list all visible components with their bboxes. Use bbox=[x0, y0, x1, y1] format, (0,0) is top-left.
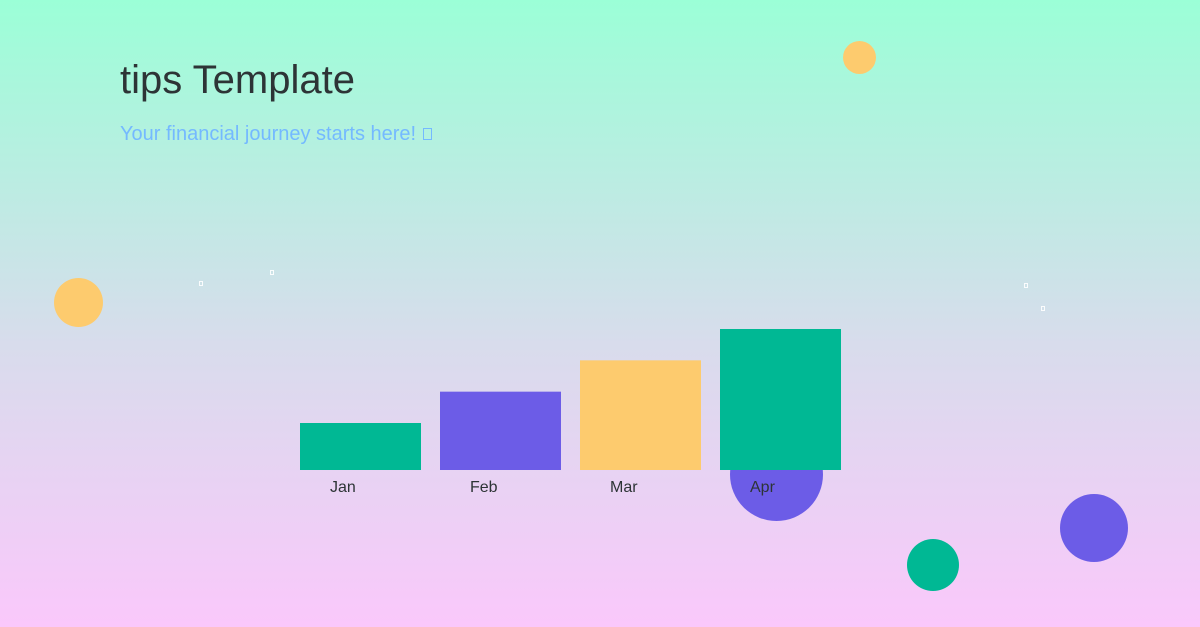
decorative-bubble-yellow-small bbox=[843, 41, 876, 74]
subtitle-text: Your financial journey starts here! bbox=[120, 123, 417, 145]
decorative-bubble-yellow-left bbox=[54, 278, 103, 327]
page-subtitle: Your financial journey starts here! bbox=[120, 122, 433, 146]
sparkle-icon bbox=[199, 281, 203, 286]
sparkle-icon bbox=[1024, 283, 1028, 288]
bar-feb bbox=[440, 391, 561, 470]
bar-apr bbox=[720, 329, 841, 470]
x-tick-label: Mar bbox=[610, 479, 638, 496]
square-glyph-icon bbox=[423, 128, 433, 140]
sparkle-icon bbox=[1041, 306, 1045, 311]
decorative-bubble-teal bbox=[907, 539, 959, 591]
x-tick-label: Jan bbox=[330, 479, 356, 496]
page-title: tips Template bbox=[120, 58, 355, 102]
bar-mar bbox=[580, 360, 701, 470]
decorative-bubble-purple-right bbox=[1060, 494, 1128, 562]
bar-jan bbox=[300, 423, 421, 470]
x-tick-label: Apr bbox=[750, 479, 776, 496]
x-tick-label: Feb bbox=[470, 479, 498, 496]
sparkle-icon bbox=[270, 270, 274, 275]
